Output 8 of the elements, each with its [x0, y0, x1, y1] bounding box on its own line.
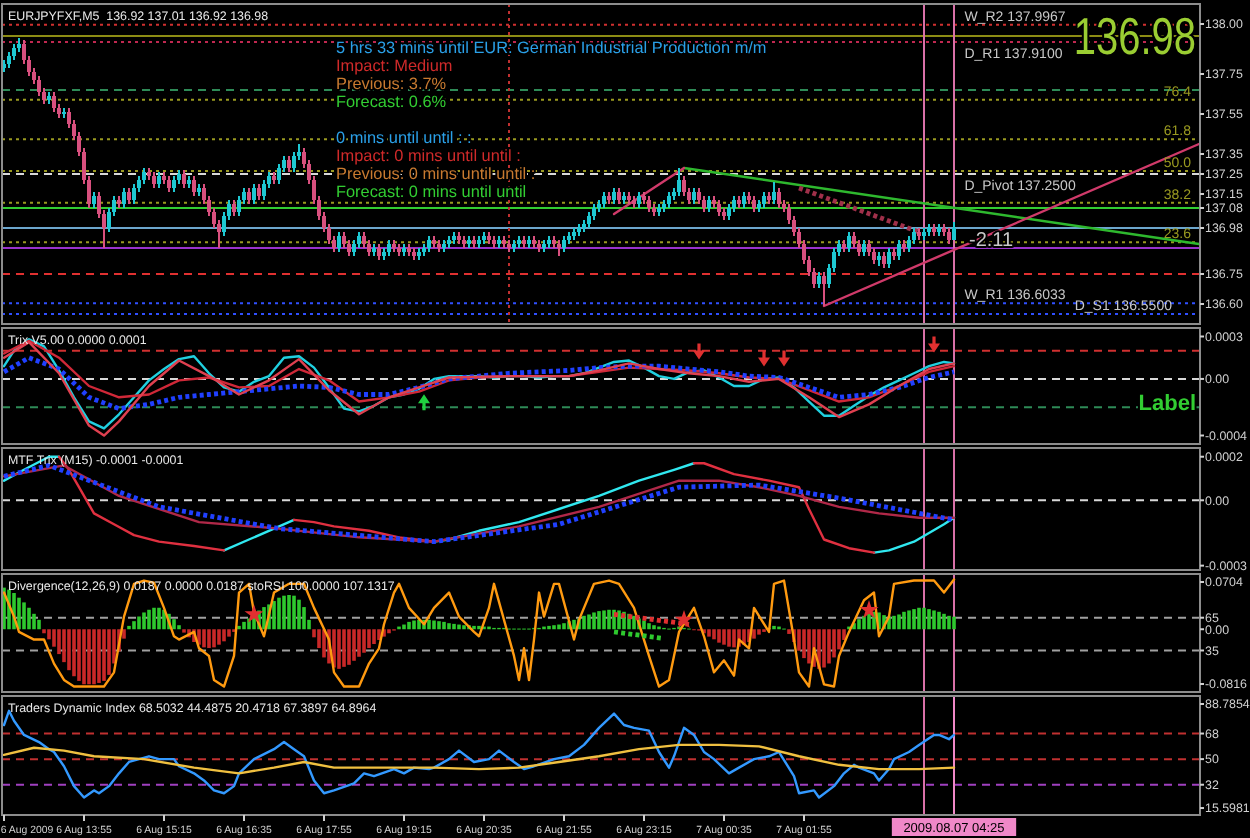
annotation: 0 mins until until : : [336, 129, 472, 147]
annotation: Impact: Medium [336, 57, 453, 75]
annotation: Impact: 0 mins until until : [336, 147, 521, 165]
annotation: Previous: 3.7% [336, 75, 447, 93]
annotation: Label [1138, 392, 1196, 416]
annotation: Forecast: 0.6% [336, 93, 447, 111]
annotation: Forecast: 0 mins until until [336, 183, 527, 201]
annotation: 5 hrs 33 mins until EUR: German Industrial Production m/m [336, 39, 767, 57]
